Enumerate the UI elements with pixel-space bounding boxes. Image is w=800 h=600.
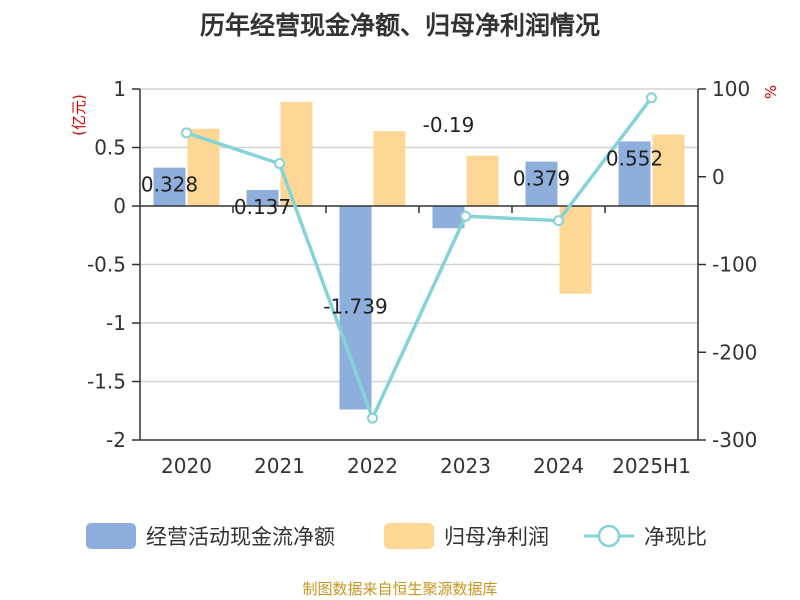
- data-label: 0.552: [606, 146, 663, 170]
- left-axis-unit: (亿元): [70, 94, 88, 136]
- left-tick-label: -2: [106, 428, 126, 452]
- axes: [132, 88, 706, 441]
- bar-net-profit: [559, 206, 592, 294]
- line-point: [181, 127, 192, 139]
- x-tick-label: 2023: [440, 454, 491, 478]
- legend-marker: [597, 524, 621, 548]
- data-labels: 0.328 0.137 -1.739 -0.19 0.379 0.552: [141, 113, 663, 318]
- bar-series: [153, 101, 685, 410]
- legend-swatch: [86, 523, 136, 549]
- x-tick-label: 2021: [254, 454, 305, 478]
- line-net-cash-ratio: [185, 96, 653, 423]
- data-label: -1.739: [323, 294, 387, 318]
- line-point: [274, 158, 285, 170]
- x-tick-label: 2024: [533, 454, 584, 478]
- line-point: [646, 92, 657, 104]
- bar-cash-flow: [525, 161, 558, 206]
- right-tick-label: 100: [712, 77, 750, 101]
- legend-label: 经营活动现金流净额: [146, 525, 335, 549]
- bar-net-profit: [652, 134, 685, 206]
- line-point: [553, 215, 564, 227]
- right-tick-label: -100: [712, 253, 757, 277]
- right-tick-label: 0: [712, 165, 725, 189]
- bar-net-profit: [373, 131, 406, 206]
- left-tick-label: 0: [113, 194, 126, 218]
- x-tick-label: 2020: [161, 454, 212, 478]
- grid-lines: [140, 88, 698, 383]
- data-label: 0.137: [234, 195, 291, 219]
- bar-net-profit: [466, 155, 499, 206]
- bar-cash-flow: [618, 141, 651, 206]
- left-tick-label: -1: [106, 311, 126, 335]
- left-tick-label: 0.5: [94, 136, 126, 160]
- right-tick-label: -300: [712, 428, 757, 452]
- legend-label: 净现比: [644, 525, 707, 549]
- bar-cash-flow: [246, 189, 279, 206]
- bar-net-profit: [280, 101, 313, 206]
- bar-cash-flow: [432, 206, 465, 229]
- legend-label: 归母净利润: [444, 525, 549, 549]
- tick-labels: 1 0.5 0 -0.5 -1 -1.5 -2 100 0 -100 -200 -300 2020 202…: [87, 77, 757, 478]
- legend-swatch: [384, 523, 434, 549]
- data-label: -0.19: [423, 113, 475, 137]
- legend: 经营活动现金流净额 归母净利润 净现比: [86, 523, 707, 549]
- left-tick-label: -1.5: [87, 370, 126, 394]
- left-tick-label: -0.5: [87, 253, 126, 277]
- line-point: [460, 210, 471, 222]
- data-label: 0.328: [141, 173, 198, 197]
- line-series: [181, 92, 657, 424]
- bar-cash-flow: [153, 167, 186, 206]
- line-point: [367, 412, 378, 424]
- source-note: 制图数据来自恒生聚源数据库: [302, 580, 497, 598]
- right-tick-label: -200: [712, 340, 757, 364]
- right-axis-unit: %: [762, 85, 780, 99]
- data-label: 0.379: [513, 167, 570, 191]
- chart-title: 历年经营现金净额、归母净利润情况: [200, 11, 600, 40]
- x-tick-label: 2025H1: [612, 454, 691, 478]
- left-tick-label: 1: [113, 77, 126, 101]
- x-tick-label: 2022: [347, 454, 398, 478]
